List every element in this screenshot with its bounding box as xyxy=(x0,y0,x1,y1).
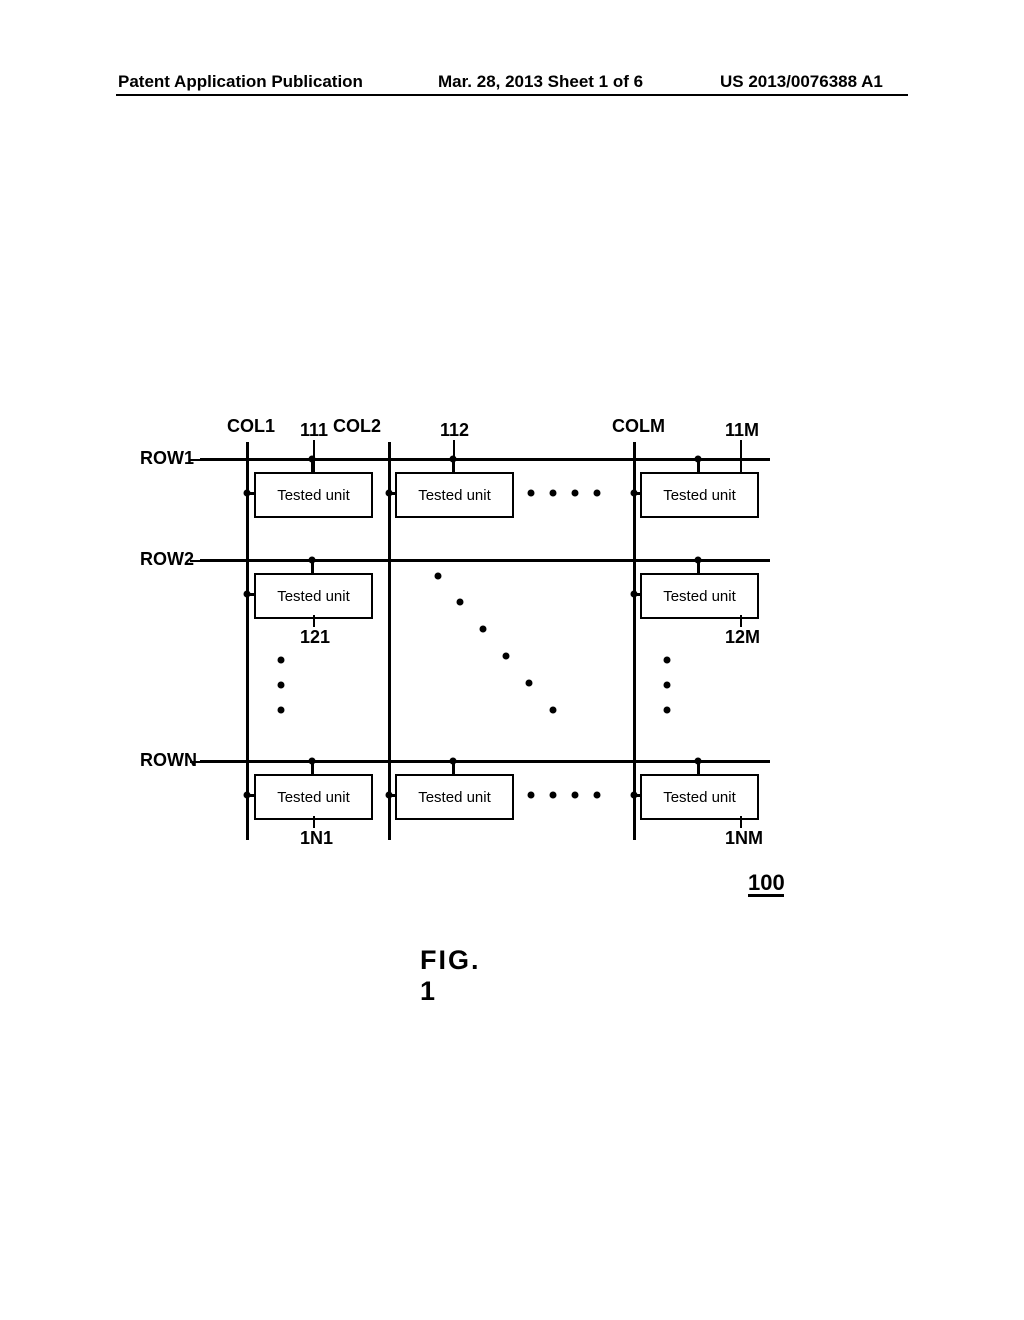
unit-11m-text: Tested unit xyxy=(663,487,736,504)
vdot-c1-3 xyxy=(278,707,285,714)
diag-3 xyxy=(480,626,487,633)
col2-line xyxy=(388,442,391,840)
u1n1-label: 1N1 xyxy=(300,828,333,849)
rown-lead xyxy=(190,761,200,763)
header-mid: Mar. 28, 2013 Sheet 1 of 6 xyxy=(438,72,643,92)
vdot-c1-1 xyxy=(278,657,285,664)
row1-label: ROW1 xyxy=(140,448,194,469)
node-rncm-left xyxy=(631,792,638,799)
unit-111-text: Tested unit xyxy=(277,487,350,504)
row1-line xyxy=(200,458,770,461)
vdot-c1-2 xyxy=(278,682,285,689)
node-r2c1-left xyxy=(244,591,251,598)
ref-100-underline xyxy=(748,894,784,897)
unit-1nm-text: Tested unit xyxy=(663,789,736,806)
col2-label: COL2 xyxy=(333,416,381,437)
u1nm-lead xyxy=(740,816,742,828)
page: Patent Application Publication Mar. 28, … xyxy=(0,0,1024,1320)
node-r2cm-left xyxy=(631,591,638,598)
unit-121: Tested unit xyxy=(254,573,373,619)
unit-112-text: Tested unit xyxy=(418,487,491,504)
hdot-r1-1 xyxy=(528,490,535,497)
node-r1cm-top xyxy=(695,456,702,463)
vdot-cm-3 xyxy=(664,707,671,714)
node-rnc2-top xyxy=(450,758,457,765)
col1-line xyxy=(246,442,249,840)
colm-line xyxy=(633,442,636,840)
u11m-lead xyxy=(740,440,742,472)
u121-label: 121 xyxy=(300,627,330,648)
unit-1n2: Tested unit xyxy=(395,774,514,820)
hdot-r1-4 xyxy=(594,490,601,497)
header-left: Patent Application Publication xyxy=(118,72,363,92)
node-r2c1-top xyxy=(309,557,316,564)
u12m-lead xyxy=(740,615,742,627)
figure-caption: FIG. 1 xyxy=(420,945,481,1007)
row2-label: ROW2 xyxy=(140,549,194,570)
unit-112: Tested unit xyxy=(395,472,514,518)
u12m-label: 12M xyxy=(725,627,760,648)
row1-lead xyxy=(190,459,200,461)
unit-1n1: Tested unit xyxy=(254,774,373,820)
hdot-r1-3 xyxy=(572,490,579,497)
unit-12m: Tested unit xyxy=(640,573,759,619)
header-rule xyxy=(116,94,908,96)
ref-100: 100 xyxy=(748,870,785,896)
unit-1nm: Tested unit xyxy=(640,774,759,820)
node-r2cm-top xyxy=(695,557,702,564)
node-r1cm-left xyxy=(631,490,638,497)
row2-lead xyxy=(190,560,200,562)
node-rnc1-top xyxy=(309,758,316,765)
row2-line xyxy=(200,559,770,562)
diag-5 xyxy=(526,680,533,687)
vdot-cm-1 xyxy=(664,657,671,664)
node-r1c1-left xyxy=(244,490,251,497)
diag-4 xyxy=(503,653,510,660)
hdot-rn-2 xyxy=(550,792,557,799)
hdot-r1-2 xyxy=(550,490,557,497)
hdot-rn-4 xyxy=(594,792,601,799)
vdot-cm-2 xyxy=(664,682,671,689)
u11m-label: 11M xyxy=(725,420,759,441)
header-right: US 2013/0076388 A1 xyxy=(720,72,883,92)
unit-121-text: Tested unit xyxy=(277,588,350,605)
u111-label: 111 xyxy=(300,420,328,441)
node-r1c2-top xyxy=(450,456,457,463)
u1nm-label: 1NM xyxy=(725,828,763,849)
node-rnc2-left xyxy=(386,792,393,799)
rown-label: ROWN xyxy=(140,750,197,771)
unit-12m-text: Tested unit xyxy=(663,588,736,605)
col1-label: COL1 xyxy=(227,416,275,437)
unit-1n1-text: Tested unit xyxy=(277,789,350,806)
hdot-rn-3 xyxy=(572,792,579,799)
diag-2 xyxy=(457,599,464,606)
rown-line xyxy=(200,760,770,763)
diag-6 xyxy=(550,707,557,714)
unit-111: Tested unit xyxy=(254,472,373,518)
node-rnc1-left xyxy=(244,792,251,799)
node-rncm-top xyxy=(695,758,702,765)
hdot-rn-1 xyxy=(528,792,535,799)
u1n1-lead xyxy=(313,816,315,828)
u112-label: 112 xyxy=(440,420,469,441)
unit-1n2-text: Tested unit xyxy=(418,789,491,806)
colm-label: COLM xyxy=(612,416,665,437)
diag-1 xyxy=(435,573,442,580)
unit-11m: Tested unit xyxy=(640,472,759,518)
node-r1c2-left xyxy=(386,490,393,497)
node-r1c1-top xyxy=(309,456,316,463)
u121-lead xyxy=(313,615,315,627)
